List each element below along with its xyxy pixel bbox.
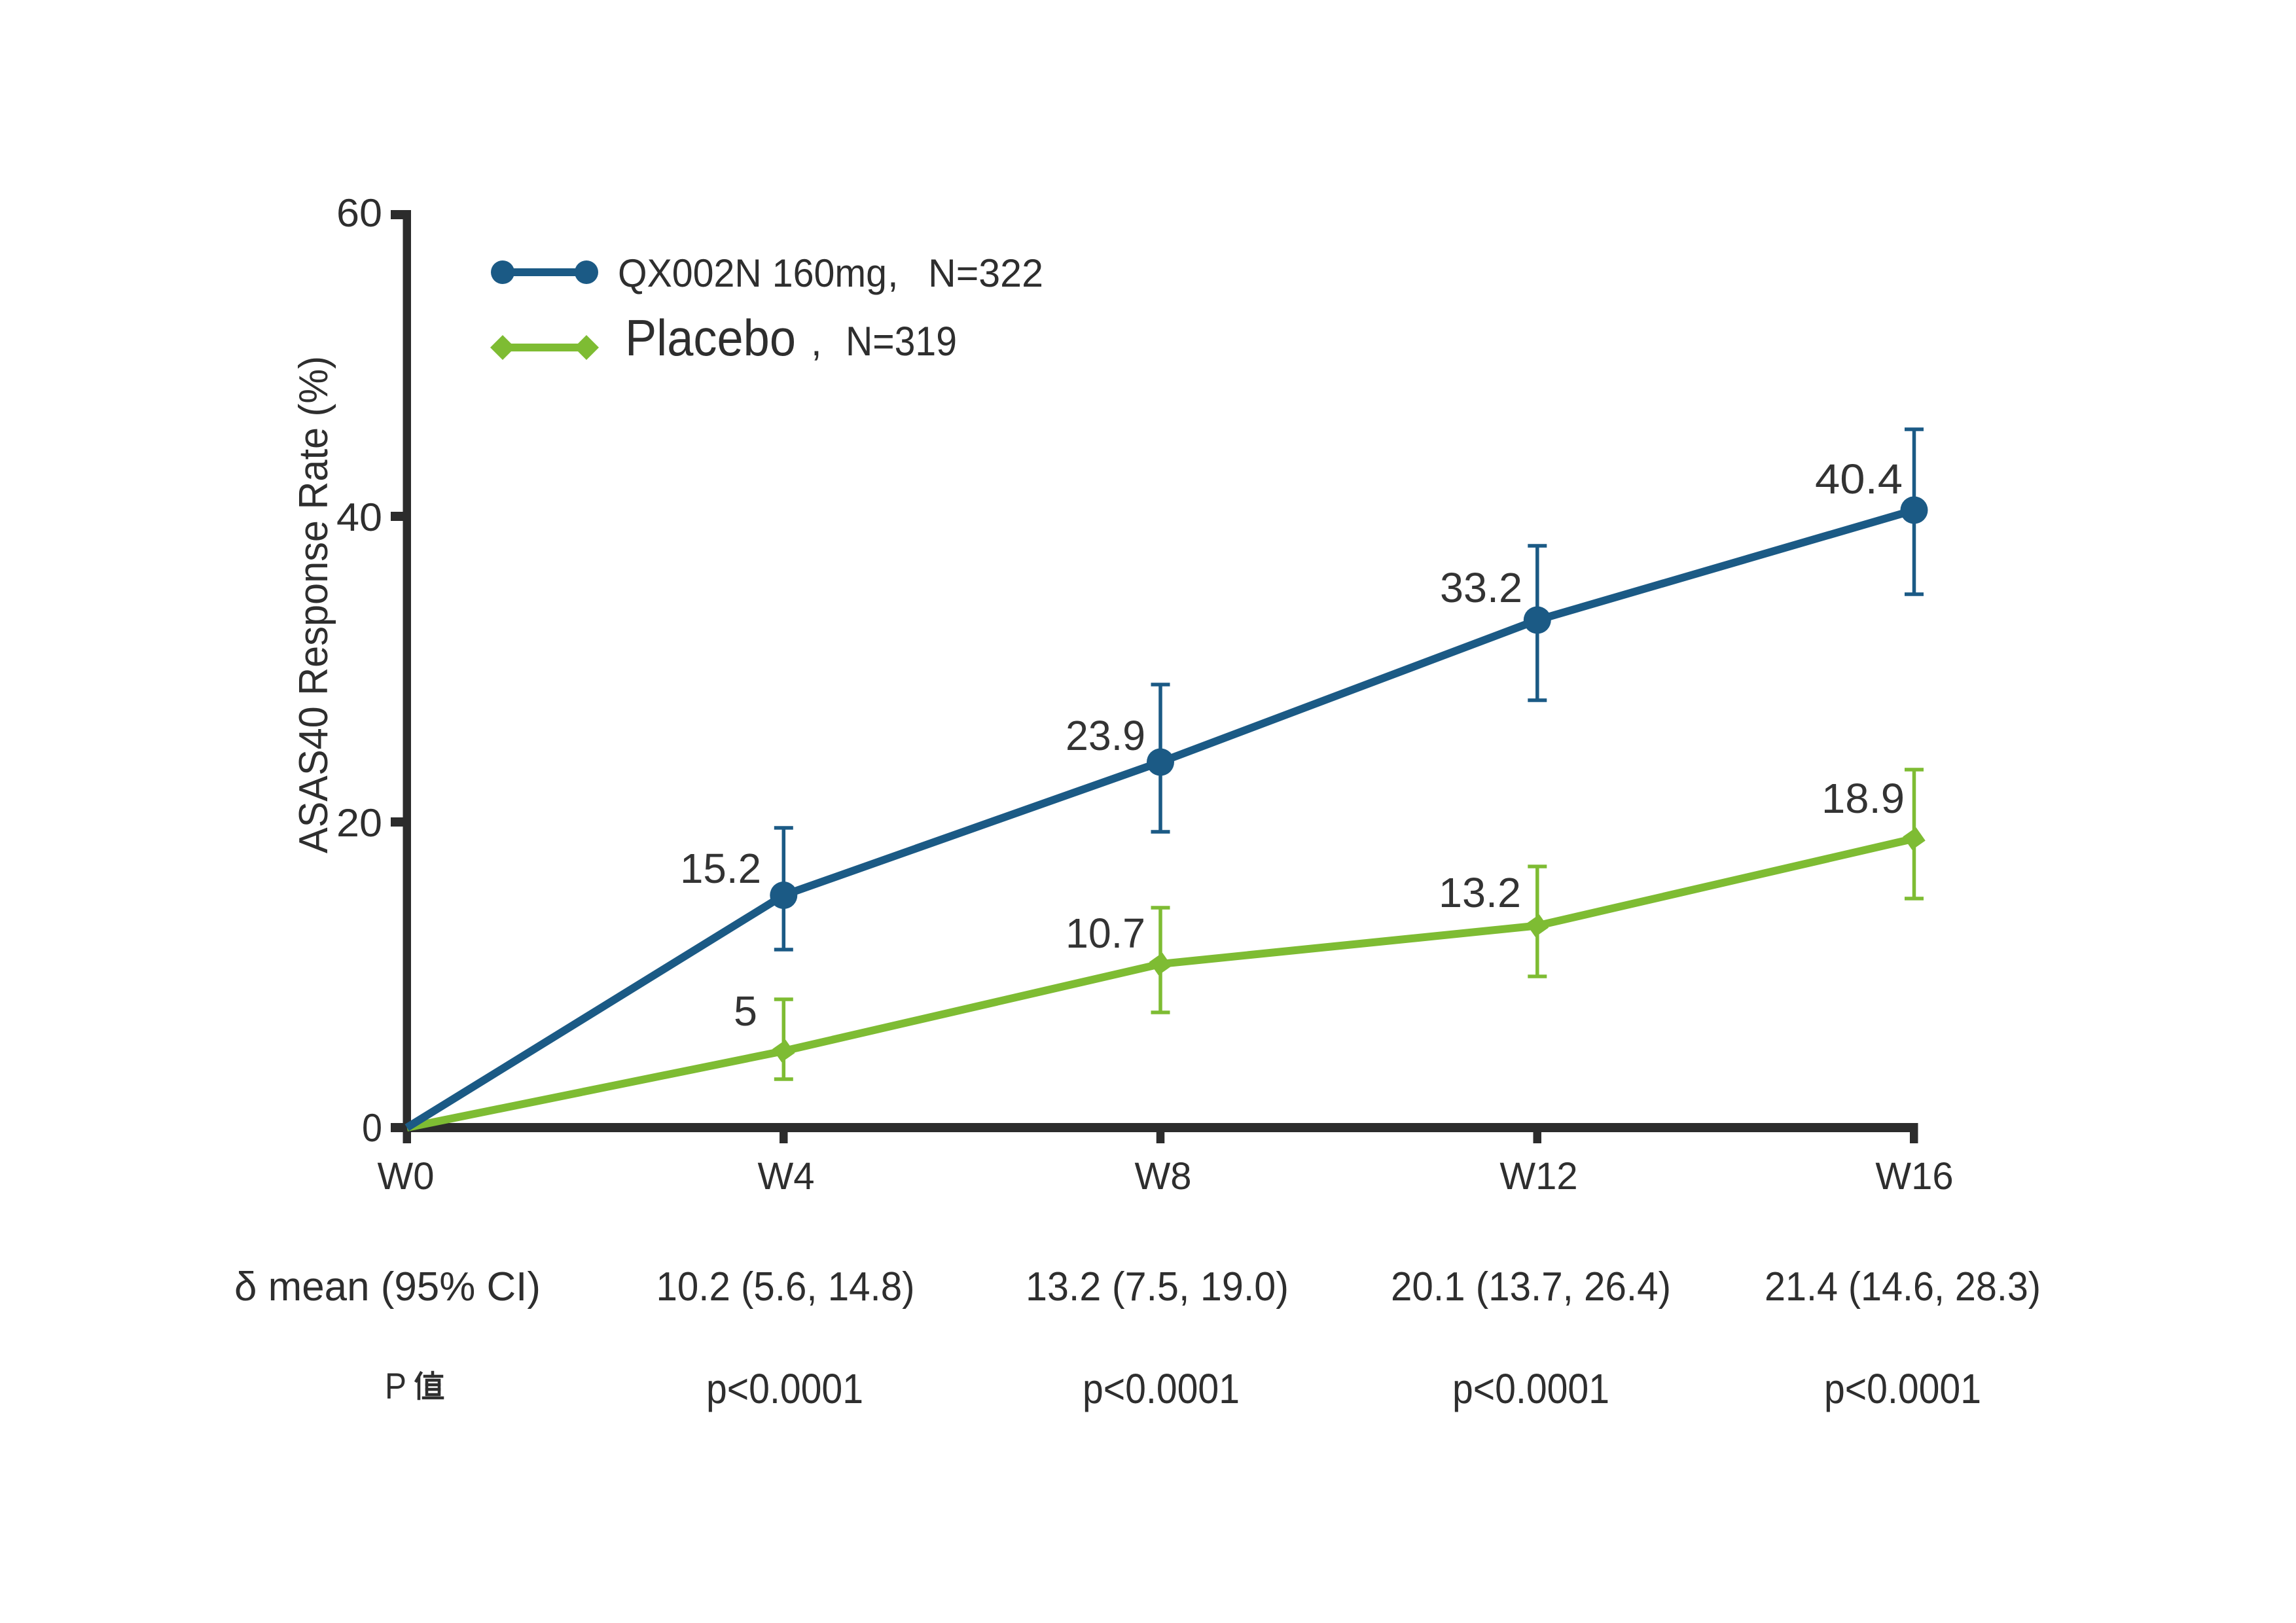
svg-text:10.7: 10.7 bbox=[1066, 910, 1145, 957]
svg-text:33.2: 33.2 bbox=[1440, 564, 1522, 611]
svg-text:p<0.0001: p<0.0001 bbox=[706, 1365, 863, 1412]
svg-text:δ mean (95% CI): δ mean (95% CI) bbox=[234, 1264, 541, 1310]
svg-text:p<0.0001: p<0.0001 bbox=[1824, 1365, 1981, 1412]
svg-text:5: 5 bbox=[734, 988, 757, 1035]
svg-text:W16: W16 bbox=[1875, 1155, 1953, 1198]
svg-text:13.2: 13.2 bbox=[1439, 869, 1521, 916]
svg-text:21.4 (14.6, 28.3): 21.4 (14.6, 28.3) bbox=[1765, 1264, 2041, 1310]
svg-text:N=322: N=322 bbox=[928, 251, 1043, 295]
svg-text:W4: W4 bbox=[758, 1155, 815, 1198]
svg-text:Placebo: Placebo bbox=[625, 309, 796, 366]
svg-text:QX002N 160mg: QX002N 160mg bbox=[618, 251, 887, 295]
svg-text:,: , bbox=[888, 251, 899, 295]
svg-text:W8: W8 bbox=[1135, 1155, 1192, 1198]
svg-text:18.9: 18.9 bbox=[1821, 775, 1905, 822]
svg-text:,: , bbox=[811, 320, 822, 364]
svg-text:0: 0 bbox=[362, 1106, 382, 1150]
svg-text:W12: W12 bbox=[1499, 1155, 1577, 1198]
svg-text:20: 20 bbox=[336, 801, 382, 845]
svg-text:23.9: 23.9 bbox=[1066, 712, 1145, 759]
svg-text:p<0.0001: p<0.0001 bbox=[1083, 1365, 1240, 1412]
svg-text:40: 40 bbox=[336, 495, 382, 539]
svg-text:40.4: 40.4 bbox=[1815, 455, 1903, 503]
svg-text:N=319: N=319 bbox=[846, 319, 957, 365]
svg-text:P: P bbox=[385, 1365, 406, 1406]
svg-text:15.2: 15.2 bbox=[680, 845, 761, 892]
svg-text:W0: W0 bbox=[378, 1155, 435, 1198]
svg-text:20.1 (13.7, 26.4): 20.1 (13.7, 26.4) bbox=[1391, 1264, 1671, 1310]
svg-text:13.2 (7.5, 19.0): 13.2 (7.5, 19.0) bbox=[1026, 1264, 1289, 1310]
svg-text:60: 60 bbox=[336, 191, 382, 235]
svg-text:10.2 (5.6, 14.8): 10.2 (5.6, 14.8) bbox=[656, 1264, 915, 1310]
svg-text:p<0.0001: p<0.0001 bbox=[1452, 1365, 1609, 1412]
svg-text:ASAS40 Response Rate (%): ASAS40 Response Rate (%) bbox=[291, 356, 336, 853]
